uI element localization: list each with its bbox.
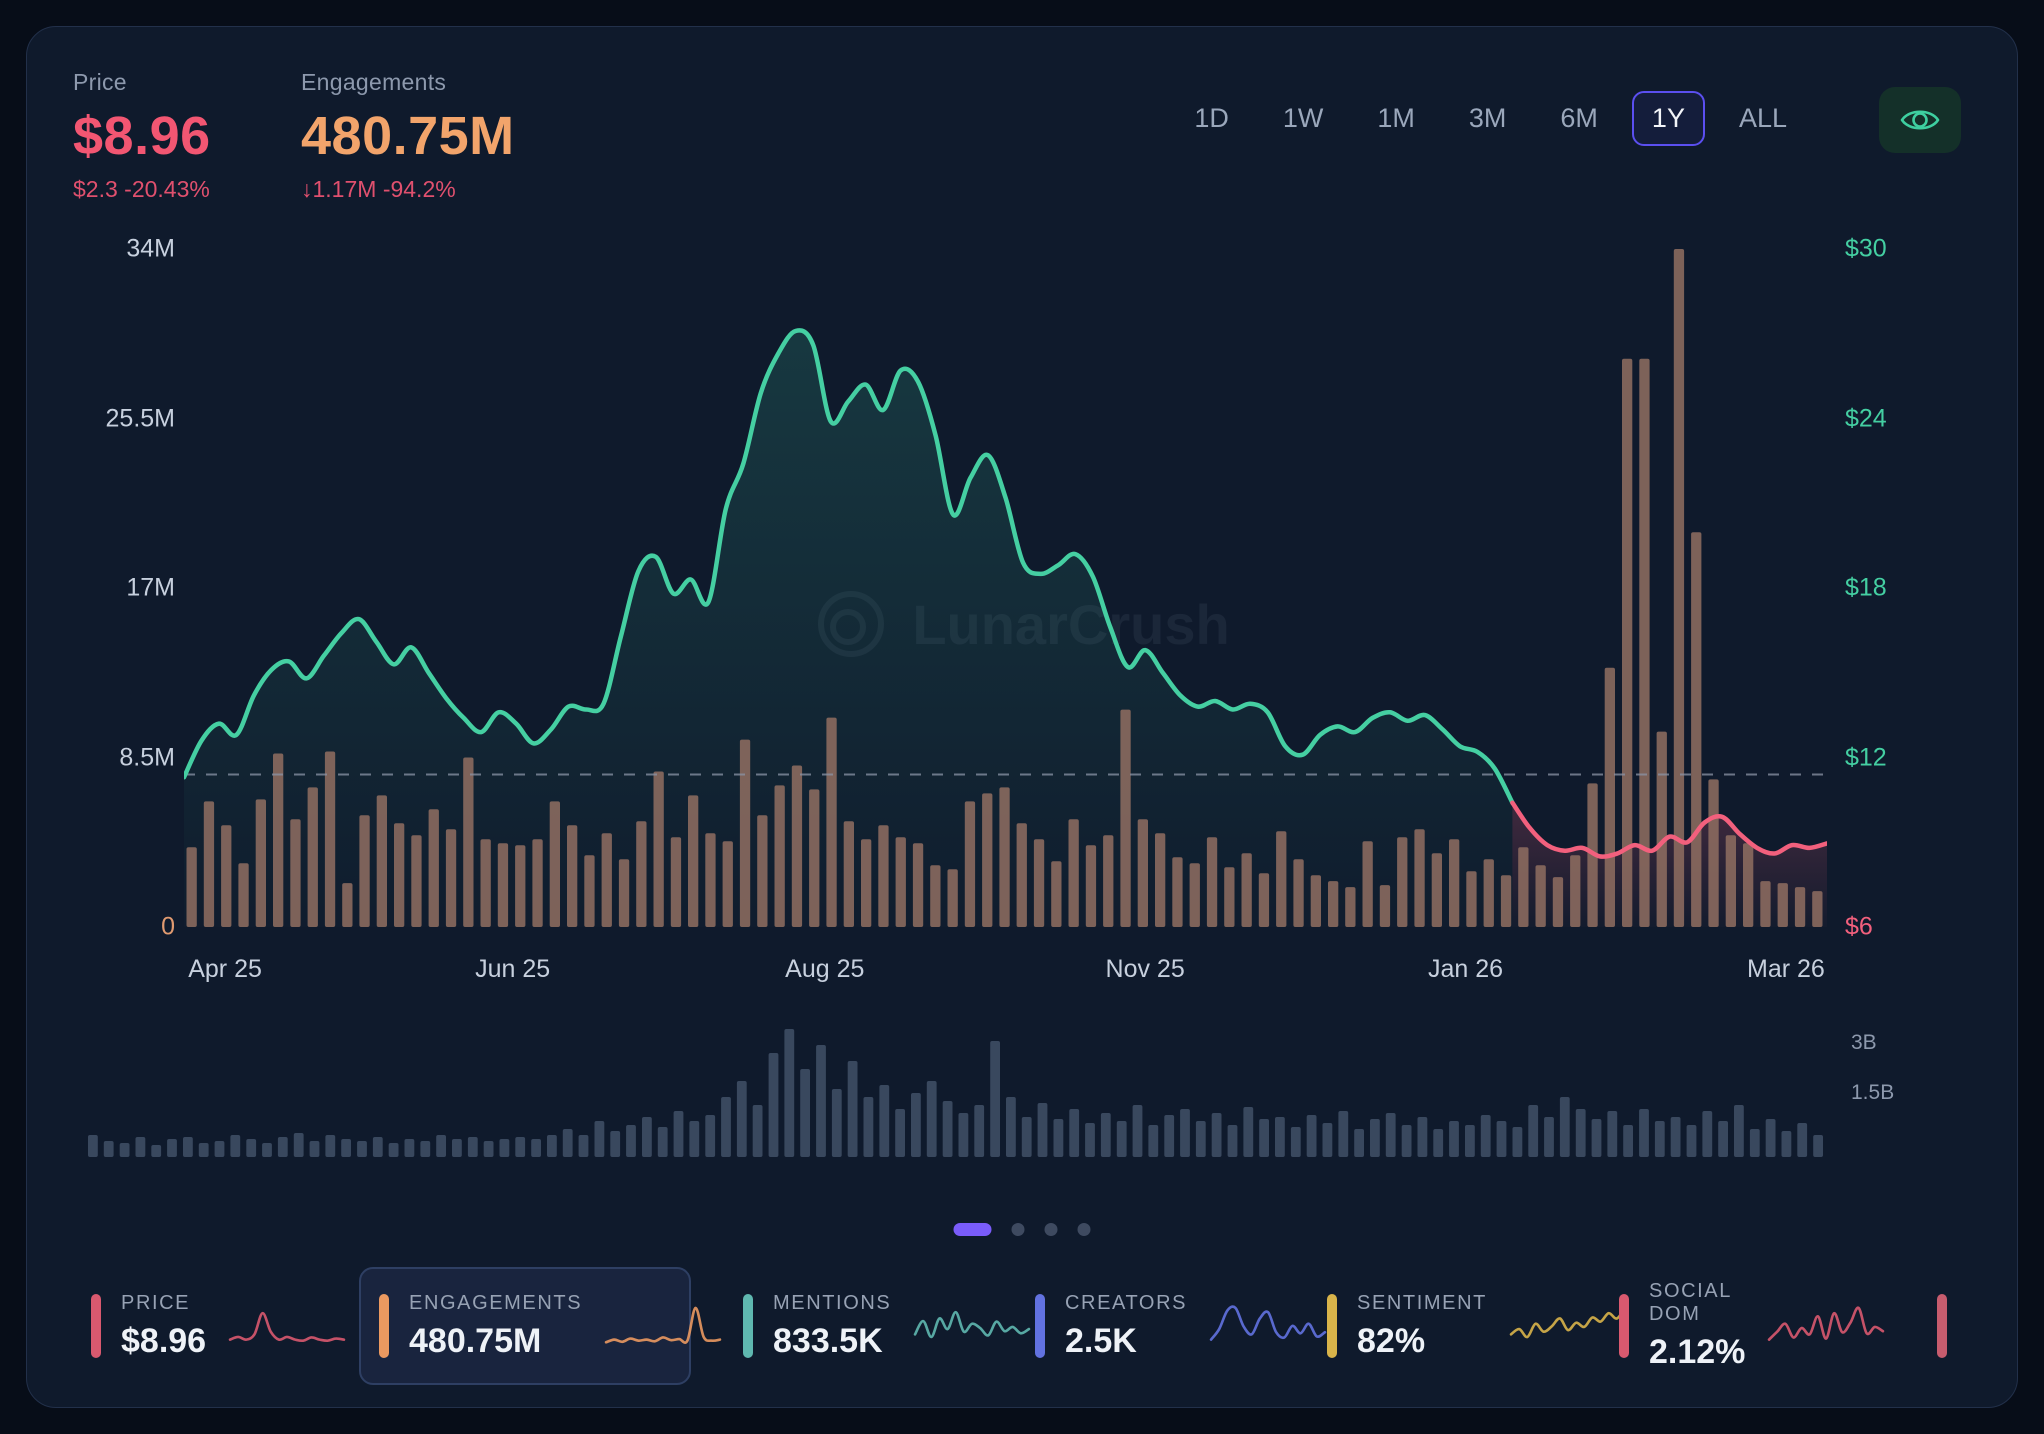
x-axis-tick: Jan 26 xyxy=(1428,955,1504,983)
pagination-dot-3[interactable] xyxy=(1044,1223,1058,1236)
card-value: 833.5K xyxy=(773,1321,883,1360)
metric-card-social-dom[interactable]: SOCIAL DOM 2.12% xyxy=(1601,1267,1885,1385)
left-axis-tick: 25.5M xyxy=(105,404,175,432)
engagements-summary: Engagements 480.75M ↓1.17M -94.2% xyxy=(301,69,515,203)
card-accent-bar xyxy=(379,1294,389,1358)
metric-card-partial[interactable] xyxy=(1919,1267,2017,1385)
card-accent-bar xyxy=(743,1294,753,1358)
main-chart-plot[interactable] xyxy=(184,249,1827,927)
timeframe-1w[interactable]: 1W xyxy=(1263,91,1344,146)
left-axis-tick: 0 xyxy=(161,912,175,941)
volume-axis-tick: 3B xyxy=(1851,1031,1877,1054)
card-label: SOCIAL DOM xyxy=(1649,1280,1732,1325)
card-accent-bar xyxy=(91,1294,101,1358)
timeframe-1m[interactable]: 1M xyxy=(1357,91,1435,146)
card-accent-bar xyxy=(1327,1294,1337,1358)
card-sparkline xyxy=(914,1310,1031,1339)
card-sparkline xyxy=(228,1311,346,1343)
card-value: 480.75M xyxy=(409,1321,542,1360)
card-value: 2.12% xyxy=(1649,1333,1746,1371)
card-label: MENTIONS xyxy=(773,1291,892,1314)
pagination-dot-1[interactable] xyxy=(953,1223,992,1236)
card-value: 2.5K xyxy=(1065,1321,1137,1360)
visibility-toggle-button[interactable] xyxy=(1879,87,1961,153)
timeframe-6m[interactable]: 6M xyxy=(1540,91,1618,146)
card-label: ENGAGEMENTS xyxy=(409,1291,583,1314)
card-sparkline xyxy=(604,1306,722,1344)
card-sparkline xyxy=(1509,1306,1627,1339)
card-value: 82% xyxy=(1357,1321,1426,1360)
timeframe-3m[interactable]: 3M xyxy=(1449,91,1527,146)
chart-pagination xyxy=(953,1223,1091,1236)
right-axis-tick: $6 xyxy=(1845,912,1873,941)
engagements-change: ↓1.17M -94.2% xyxy=(301,176,456,202)
volume-mini-chart[interactable] xyxy=(86,1025,1827,1157)
metric-cards-row: PRICE $8.96 ENGAGEMENTS 480.75M MENTIONS 833.… xyxy=(73,1267,2017,1385)
volume-axis-tick: 1.5B xyxy=(1851,1081,1895,1104)
timeframe-selector: 1D 1W 1M 3M 6M 1Y ALL xyxy=(1174,91,1807,146)
eye-icon xyxy=(1900,110,1940,130)
card-accent-bar xyxy=(1035,1294,1045,1358)
x-axis-tick: Apr 25 xyxy=(188,955,262,983)
x-axis-tick: Nov 25 xyxy=(1105,955,1185,983)
analytics-panel: Price $8.96 $2.3 -20.43% Engagements 480… xyxy=(26,26,2018,1408)
card-accent-bar xyxy=(1619,1294,1629,1358)
pagination-dot-2[interactable] xyxy=(1011,1223,1025,1236)
timeframe-all[interactable]: ALL xyxy=(1719,91,1807,146)
card-sparkline xyxy=(1768,1306,1885,1341)
engagements-value: 480.75M xyxy=(301,106,515,166)
x-axis-tick: Jun 25 xyxy=(475,955,551,983)
right-axis-tick: $30 xyxy=(1845,234,1887,263)
price-summary: Price $8.96 $2.3 -20.43% xyxy=(73,69,211,203)
timeframe-1d[interactable]: 1D xyxy=(1174,91,1249,146)
right-axis-price: $30 $24 $18 $12 $6 xyxy=(1845,235,1955,941)
metric-card-engagements[interactable]: ENGAGEMENTS 480.75M xyxy=(359,1267,722,1385)
card-label: CREATORS xyxy=(1065,1291,1188,1314)
volume-chart-svg xyxy=(88,1029,1823,1157)
left-axis-engagements: 34M 25.5M 17M 8.5M 0 xyxy=(57,235,175,941)
left-axis-tick: 34M xyxy=(126,234,175,263)
card-sparkline xyxy=(1209,1305,1327,1341)
card-label: SENTIMENT xyxy=(1357,1291,1487,1314)
right-axis-tick: $24 xyxy=(1845,404,1887,432)
price-value: $8.96 xyxy=(73,106,211,166)
timeframe-1y[interactable]: 1Y xyxy=(1631,91,1705,146)
metric-card-creators[interactable]: CREATORS 2.5K xyxy=(1017,1267,1327,1385)
price-label: Price xyxy=(73,69,127,95)
right-axis-tick: $12 xyxy=(1845,743,1887,771)
card-accent-bar xyxy=(1937,1294,1947,1358)
engagements-label: Engagements xyxy=(301,69,447,95)
metric-card-mentions[interactable]: MENTIONS 833.5K xyxy=(725,1267,1031,1385)
pagination-dot-4[interactable] xyxy=(1077,1223,1091,1236)
price-change: $2.3 -20.43% xyxy=(73,176,210,202)
main-chart-svg xyxy=(184,249,1827,927)
card-value: $8.96 xyxy=(121,1321,207,1360)
x-axis-tick: Mar 26 xyxy=(1747,955,1825,983)
card-label: PRICE xyxy=(121,1291,191,1314)
volume-axis: 3B 1.5B xyxy=(1851,1025,1947,1157)
metric-card-price[interactable]: PRICE $8.96 xyxy=(73,1267,346,1385)
right-axis-tick: $18 xyxy=(1845,573,1887,602)
metric-card-sentiment[interactable]: SENTIMENT 82% xyxy=(1309,1267,1627,1385)
left-axis-tick: 17M xyxy=(126,573,175,602)
x-axis-dates: Apr 25 Jun 25 Aug 25 Nov 25 Jan 26 Mar 26 xyxy=(184,955,1827,995)
left-axis-tick: 8.5M xyxy=(119,743,175,771)
x-axis-tick: Aug 25 xyxy=(785,955,865,983)
